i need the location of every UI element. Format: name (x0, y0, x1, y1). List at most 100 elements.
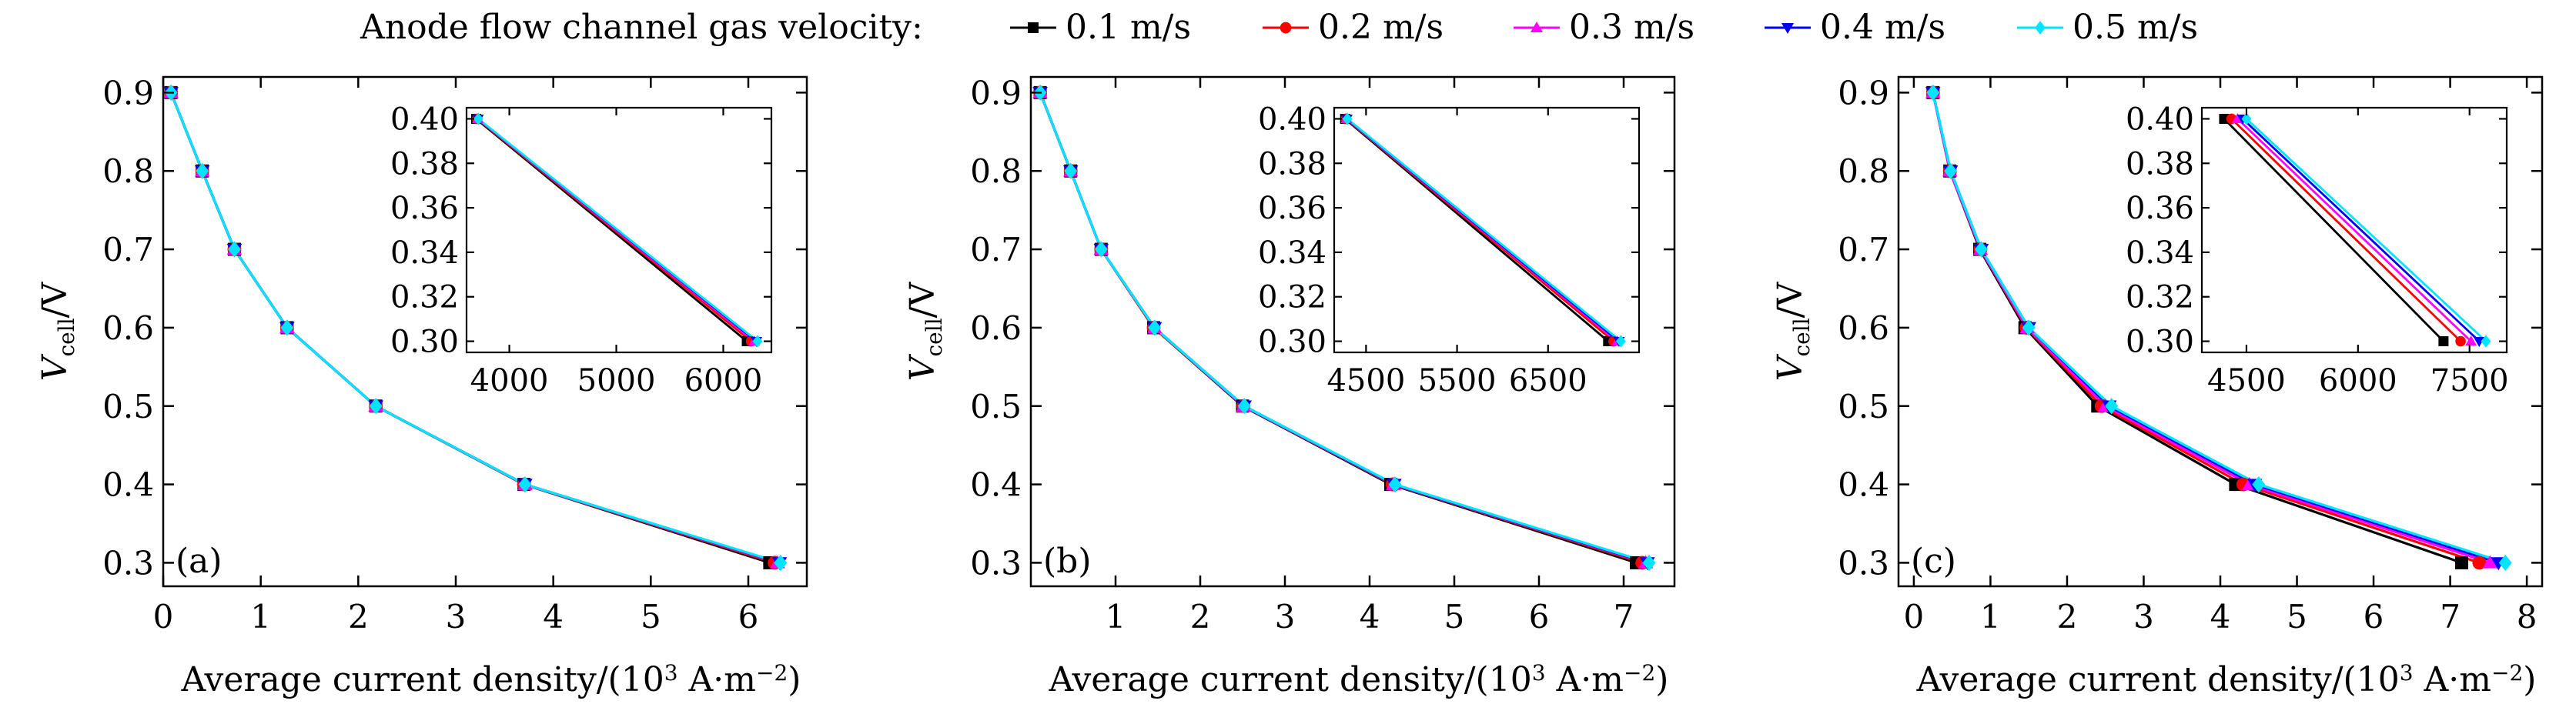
legend-label: 0.2 m/s (1318, 8, 1444, 47)
x-axis-label-part: ) (2523, 660, 2536, 699)
y-tick-label: 0.5 (1838, 388, 1889, 425)
legend: Anode flow channel gas velocity: 0.1 m/s… (360, 8, 2198, 47)
y-tick-label: 0.9 (970, 74, 1022, 112)
y-tick-label: 0.5 (970, 388, 1022, 425)
x-axis-label-part: Average current density/(10 (1916, 660, 2400, 699)
inset-x-tick-label: 6000 (2319, 363, 2397, 399)
x-tick-label: 2 (348, 598, 369, 636)
x-axis-label-part: Average current density/(10 (181, 660, 664, 699)
inset-x-tick-label: 4500 (1326, 363, 1405, 399)
inset: 4500 5500 6500 0.30 0.32 0.34 0.36 0.38 0.40 (1258, 102, 1641, 399)
chart-panel: 0 1 2 3 4 5 6 7 8 0.3 0.4 0.5 0.6 0.7 0.8 0.9 (c) Average… (1771, 74, 2544, 699)
inset-y-tick-label: 0.34 (390, 235, 459, 271)
inset-frame (465, 106, 773, 354)
x-axis-label: Average current density/(103 A·m−2) (1916, 660, 2537, 699)
panels: 0 1 2 3 4 5 6 0.3 0.4 0.5 0.6 0.7 0.8 0.9 (a) Average c… (35, 74, 2544, 699)
inset-y-tick-label: 0.38 (390, 146, 459, 182)
inset-data-point (2438, 336, 2449, 347)
inset-series-line (2223, 118, 2444, 342)
x-tick-label: 4 (1360, 598, 1380, 636)
inset-y-tick-label: 0.32 (390, 280, 459, 315)
data-point (2472, 556, 2487, 570)
legend-entry: 0.2 m/s (1263, 8, 1444, 47)
inset-data-point (2241, 112, 2252, 125)
inset-data-point (2455, 335, 2466, 347)
inset-y-tick-label: 0.40 (390, 102, 459, 137)
data-point (227, 241, 241, 258)
x-tick-label: 0 (153, 598, 174, 636)
y-tick-label: 0.5 (102, 388, 154, 425)
panel-label: (c) (1911, 542, 1956, 581)
inset-data-point (1342, 112, 1353, 125)
axes-frame (162, 75, 808, 588)
y-axis-label-part: /V (35, 282, 75, 319)
inset-y-tick-label: 0.36 (390, 191, 459, 226)
x-tick-label: 7 (2440, 598, 2461, 636)
inset: 4500 6000 7500 0.30 0.32 0.34 0.36 0.38 0.40 (2126, 102, 2509, 399)
legend-marker (1781, 23, 1795, 35)
legend-label: 0.4 m/s (1820, 8, 1945, 47)
data-point (369, 398, 383, 415)
inset-y-tick-label: 0.36 (2126, 191, 2194, 226)
data-point (1926, 84, 1940, 101)
inset-y-tick-label: 0.40 (1258, 102, 1326, 137)
inset-data-point (2481, 335, 2491, 348)
inset-series-line (2230, 118, 2462, 342)
inset-x-tick-label: 5500 (1418, 363, 1497, 399)
inset-data-point (2231, 112, 2243, 123)
x-tick-label: 4 (2210, 598, 2231, 636)
y-tick-label: 0.9 (102, 74, 154, 112)
x-tick-label: 3 (1275, 598, 1296, 636)
x-axis-label-part: A·m (678, 660, 756, 699)
legend-label: 0.1 m/s (1066, 8, 1191, 47)
inset-series-line (2246, 118, 2487, 342)
legend-entry: 0.1 m/s (1010, 8, 1191, 47)
legend-entry: 0.3 m/s (1514, 8, 1694, 47)
x-tick-label: 2 (1190, 598, 1211, 636)
legend-marker (2035, 21, 2046, 35)
data-point (196, 162, 209, 179)
x-tick-label: 7 (1614, 598, 1634, 636)
x-axis-label-part: Average current density/(10 (1049, 660, 1532, 699)
legend-title: Anode flow channel gas velocity: (360, 8, 923, 47)
inset-x-tick-label: 5000 (577, 363, 656, 399)
chart-panel: 0 1 2 3 4 5 6 0.3 0.4 0.5 0.6 0.7 0.8 0.9 (a) Average c… (35, 74, 808, 699)
y-tick-label: 0.7 (970, 231, 1022, 269)
x-axis-label-part: ) (1655, 660, 1668, 699)
inset-data-point (2465, 335, 2477, 346)
inset-series-line (1347, 118, 1622, 342)
x-tick-label: 0 (1904, 598, 1925, 636)
inset-y-tick-label: 0.36 (1258, 191, 1326, 226)
legend-label: 0.5 m/s (2073, 8, 2198, 47)
y-tick-label: 0.9 (1838, 74, 1889, 112)
inset-data-point (1615, 335, 1626, 348)
x-axis-label-part: −2 (1624, 660, 1655, 686)
data-point (1388, 475, 1402, 493)
data-point (774, 554, 788, 572)
data-point (2022, 319, 2036, 336)
inset-frame (2200, 106, 2508, 354)
legend-entry: 0.4 m/s (1765, 8, 1945, 47)
inset-y-tick-label: 0.30 (1258, 325, 1326, 360)
panel-label: (b) (1043, 542, 1092, 581)
x-axis-label-part: −2 (756, 660, 788, 686)
y-tick-label: 0.7 (1838, 231, 1889, 269)
data-point (1944, 162, 1958, 179)
x-axis-label: Average current density/(103 A·m−2) (181, 660, 801, 699)
chart-panel: 1 2 3 4 5 6 7 0.3 0.4 0.5 0.6 0.7 0.8 0.9 (b) Average c… (903, 74, 1676, 699)
x-axis-label-part: 3 (1532, 660, 1546, 686)
x-tick-label: 2 (2057, 598, 2078, 636)
x-axis-label-part: ) (788, 660, 801, 699)
x-tick-label: 4 (543, 598, 564, 636)
inset-y-tick-label: 0.30 (2126, 325, 2194, 360)
data-point (2498, 554, 2512, 572)
legend-marker (1530, 21, 1544, 32)
inset-y-tick-label: 0.32 (1258, 280, 1326, 315)
y-tick-label: 0.8 (1838, 152, 1889, 190)
panel-label: (a) (176, 542, 222, 581)
x-axis-label-part: 3 (2400, 660, 2414, 686)
x-tick-label: 3 (446, 598, 467, 636)
inset-y-tick-label: 0.38 (2126, 146, 2194, 182)
y-axis-label: Vcell/V (35, 282, 79, 382)
